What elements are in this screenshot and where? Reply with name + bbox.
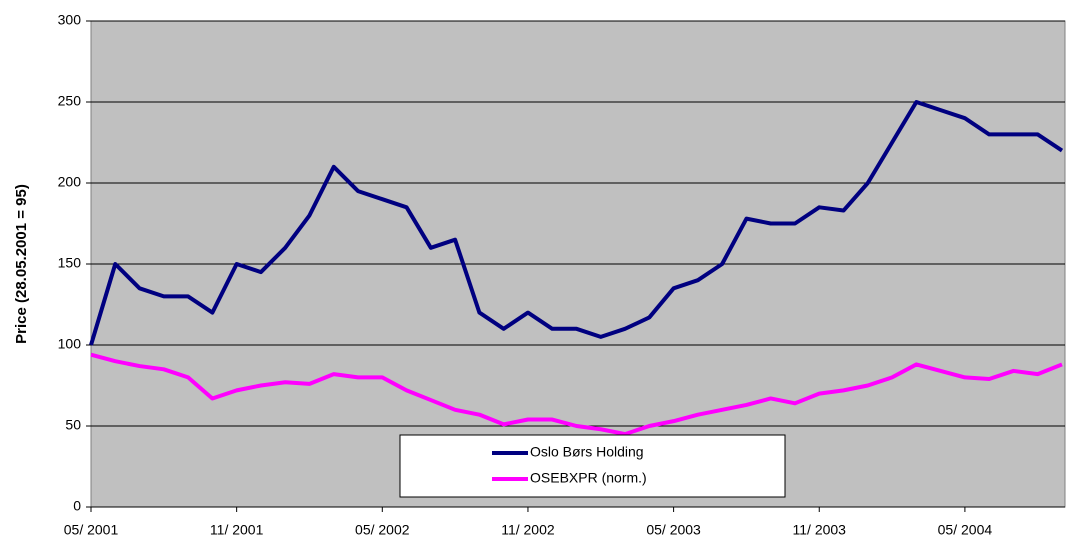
y-tick-label: 250 — [58, 93, 82, 109]
x-tick-label: 05/ 2003 — [646, 522, 701, 538]
series-line — [89, 100, 1064, 346]
y-axis-label: Price (28.05.2001 = 95) — [13, 184, 30, 344]
x-tick-label: 11/ 2003 — [793, 522, 847, 538]
y-tick-label: 300 — [58, 12, 82, 28]
y-tick-label: 0 — [73, 498, 81, 514]
x-tick-label: 11/ 2002 — [501, 522, 555, 538]
legend-label: OSEBXPR (norm.) — [530, 470, 647, 486]
x-tick-label: 11/ 2001 — [210, 522, 264, 538]
x-tick-label: 05/ 2004 — [938, 522, 993, 538]
y-tick-label: 150 — [58, 255, 82, 271]
y-tick-label: 100 — [58, 336, 82, 352]
legend — [399, 434, 786, 498]
x-tick-label: 05/ 2001 — [64, 522, 119, 538]
series-line — [90, 352, 1063, 437]
x-tick-label: 05/ 2002 — [355, 522, 410, 538]
legend-label: Oslo Børs Holding — [530, 444, 644, 460]
y-tick-label: 50 — [65, 417, 81, 433]
y-tick-label: 200 — [58, 174, 82, 190]
